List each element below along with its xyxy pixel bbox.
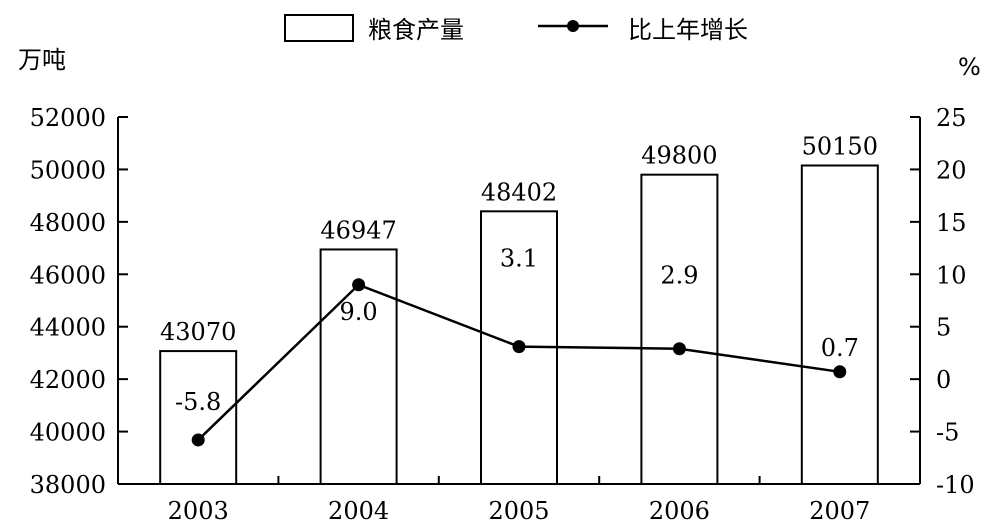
x-tick-label: 2007 bbox=[809, 497, 870, 525]
growth-point bbox=[191, 433, 205, 447]
growth-line bbox=[191, 278, 847, 447]
legend-bar-label: 粮食产量 bbox=[368, 16, 464, 44]
x-tick-label: 2004 bbox=[328, 497, 389, 525]
growth-point bbox=[833, 365, 847, 379]
left-tick-label: 42000 bbox=[30, 366, 106, 394]
legend-line-marker bbox=[567, 20, 579, 32]
right-tick-label: -10 bbox=[936, 471, 975, 499]
x-tick-label: 2003 bbox=[168, 497, 229, 525]
right-tick-label: 10 bbox=[936, 261, 967, 289]
bar-value-label: 48402 bbox=[481, 178, 557, 206]
growth-value-label: 3.1 bbox=[500, 245, 538, 273]
right-tick-label: 0 bbox=[936, 366, 951, 394]
bar bbox=[800, 164, 879, 485]
growth-value-label: 2.9 bbox=[660, 262, 698, 290]
right-axis-unit: % bbox=[958, 53, 981, 81]
left-tick-label: 46000 bbox=[30, 261, 106, 289]
left-tick-label: 48000 bbox=[30, 209, 106, 237]
left-tick-label: 52000 bbox=[30, 104, 106, 132]
bar bbox=[640, 173, 719, 486]
bars bbox=[159, 164, 879, 486]
left-tick-label: 50000 bbox=[30, 156, 106, 184]
right-tick-label: -5 bbox=[936, 419, 959, 447]
legend-bar-swatch bbox=[284, 14, 354, 42]
growth-value-label: 0.7 bbox=[821, 334, 859, 362]
data-labels: 43070 46947 48402 49800 50150 -5.8 9.0 3.1 2.9 0.… bbox=[160, 132, 878, 415]
left-tick-label: 44000 bbox=[30, 314, 106, 342]
left-axis-unit: 万吨 bbox=[18, 46, 66, 74]
right-tick-label: 25 bbox=[936, 104, 967, 132]
x-tick-label: 2006 bbox=[649, 497, 710, 525]
bar-value-label: 50150 bbox=[802, 132, 878, 160]
left-tick-label: 38000 bbox=[30, 471, 106, 499]
left-tick-label: 40000 bbox=[30, 419, 106, 447]
bar-value-label: 46947 bbox=[320, 216, 396, 244]
growth-point bbox=[352, 278, 366, 292]
right-tick-label: 5 bbox=[936, 314, 951, 342]
legend-line-label: 比上年增长 bbox=[628, 16, 748, 44]
bar-value-label: 43070 bbox=[160, 318, 236, 346]
bar bbox=[159, 350, 238, 485]
legend: 粮食产量 比上年增长 bbox=[284, 14, 748, 44]
right-tick-label: 15 bbox=[936, 209, 967, 237]
bar-value-label: 49800 bbox=[641, 142, 717, 170]
x-tick-label: 2005 bbox=[488, 497, 549, 525]
right-tick-label: 20 bbox=[936, 156, 967, 184]
axes: 3800040000420004400046000480005000052000… bbox=[30, 104, 975, 525]
growth-value-label: 9.0 bbox=[340, 298, 378, 326]
growth-point bbox=[512, 340, 526, 354]
growth-value-label: -5.8 bbox=[175, 388, 221, 416]
growth-point bbox=[672, 342, 686, 356]
